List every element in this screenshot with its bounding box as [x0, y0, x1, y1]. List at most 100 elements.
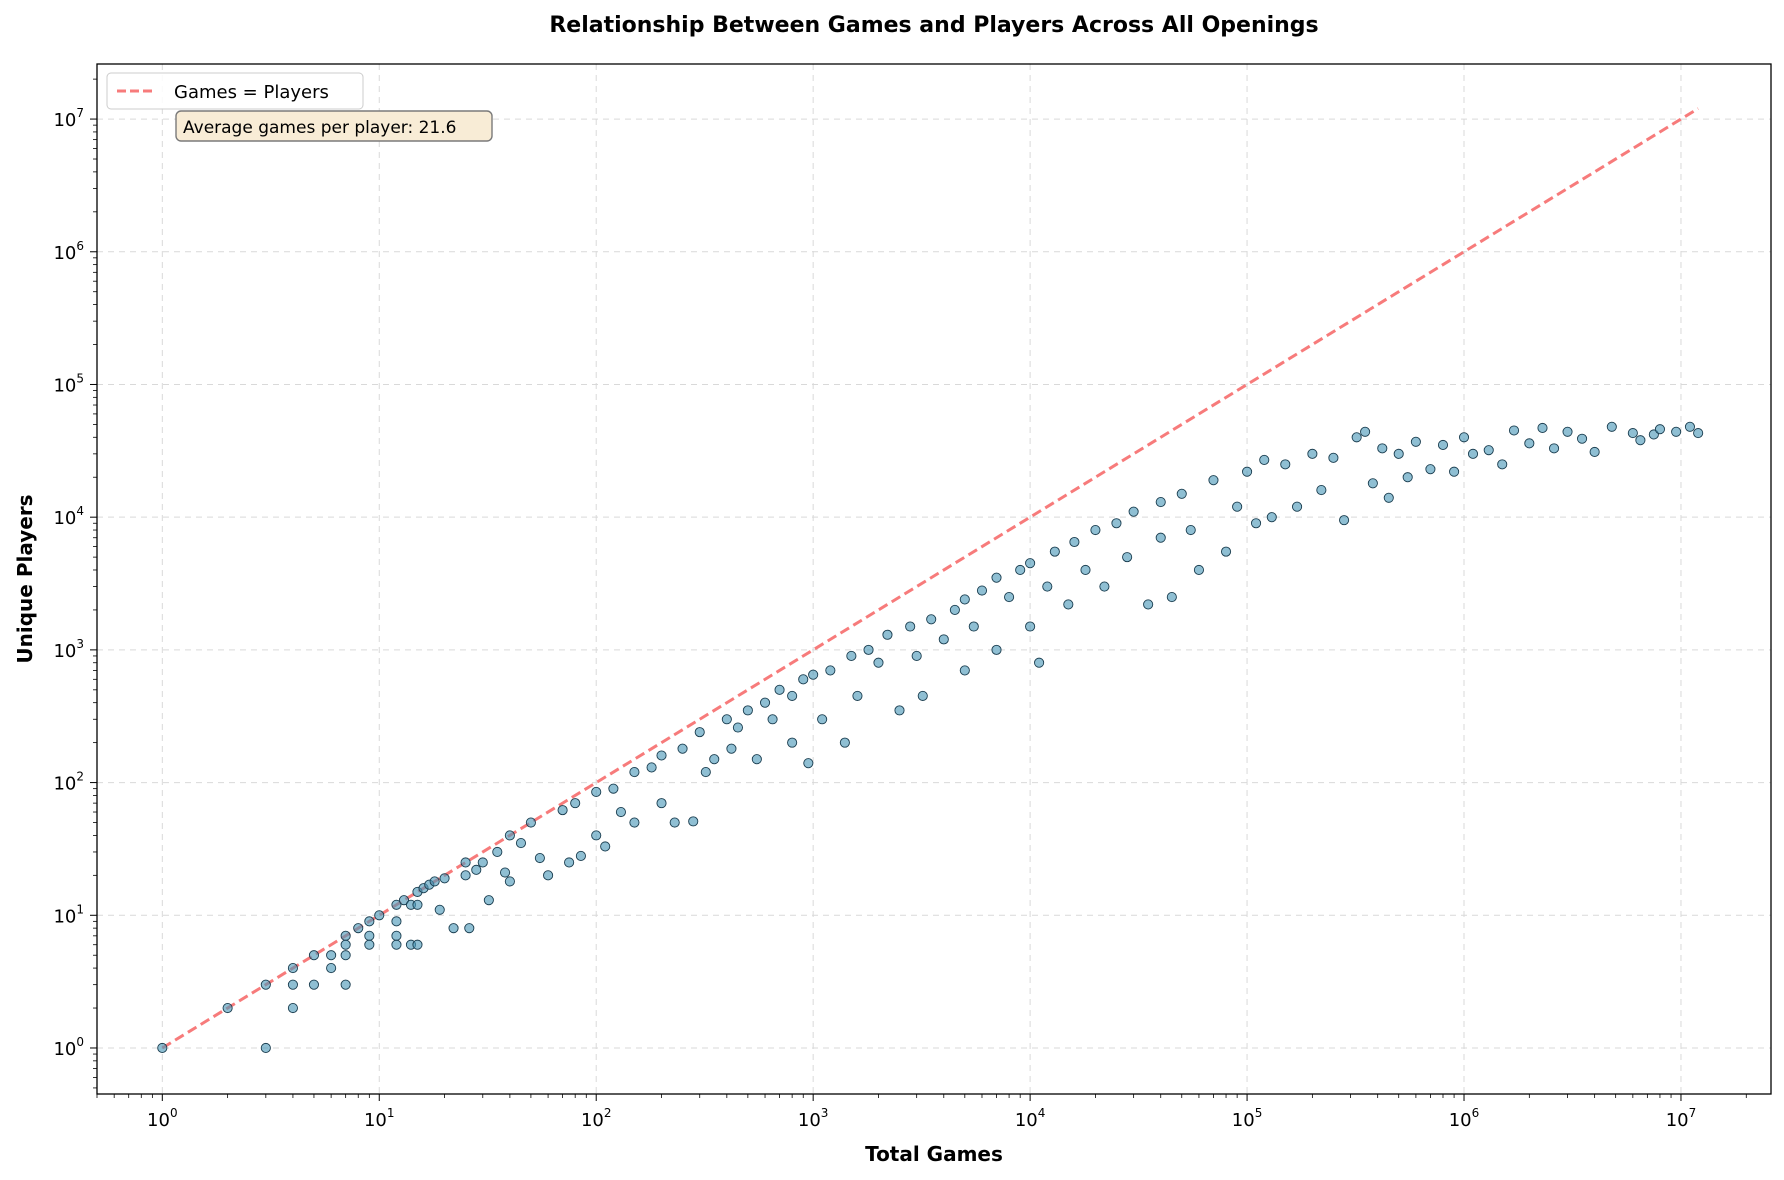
data-point [1497, 459, 1508, 470]
data-point [1069, 536, 1080, 548]
data-point [926, 614, 937, 625]
data-point [991, 644, 1002, 655]
data-point [1425, 464, 1436, 475]
data-point [905, 621, 916, 632]
data-point [1671, 426, 1682, 437]
data-point [839, 737, 850, 748]
data-point [1280, 459, 1291, 470]
data-point [398, 895, 410, 906]
legend-box [106, 72, 364, 110]
data-point [1367, 478, 1378, 489]
data-point [1015, 564, 1026, 576]
x-tick-label: 101 [364, 1106, 395, 1131]
y-tick-labels: 100 101 102 103 104 105 106 107 [53, 106, 84, 1060]
chart-title: Relationship Between Games and Players A… [549, 13, 1318, 38]
data-point [364, 939, 375, 950]
data-point [825, 665, 836, 676]
y-axis-label: Unique Players [13, 494, 37, 663]
data-point [353, 923, 364, 934]
data-point [1143, 599, 1154, 610]
data-point [1635, 435, 1646, 446]
data-point [534, 852, 545, 864]
data-point [340, 939, 351, 950]
data-point [911, 650, 922, 661]
annotation-text: Average games per player: 21.6 [183, 118, 456, 138]
data-point [570, 798, 581, 809]
data-point [615, 806, 626, 818]
data-point [1339, 515, 1350, 526]
y-tick-label: 107 [53, 106, 84, 131]
y-tick-label: 102 [53, 770, 84, 795]
x-tick-label: 104 [1015, 1106, 1046, 1131]
data-point [448, 923, 459, 934]
data-point [1176, 488, 1187, 499]
data-point [1360, 426, 1371, 437]
data-point [412, 939, 423, 950]
data-point [412, 899, 423, 910]
data-point [1351, 432, 1362, 443]
data-point [991, 572, 1002, 583]
data-point [1458, 432, 1470, 443]
x-axis-label: Total Games [865, 1142, 1003, 1166]
data-point [846, 650, 857, 661]
data-point [798, 674, 809, 685]
data-point [721, 714, 732, 725]
data-point [852, 690, 863, 701]
data-point [1393, 448, 1404, 459]
data-point [564, 857, 575, 868]
legend-label: Games = Players [174, 82, 329, 103]
data-point [591, 786, 602, 797]
data-point [726, 743, 737, 754]
data-point [504, 876, 515, 887]
data-point [1316, 485, 1327, 496]
data-point [477, 857, 488, 868]
data-point [1128, 506, 1139, 517]
data-point [525, 817, 536, 828]
axis-ticks [90, 78, 1747, 1101]
data-point [1193, 564, 1204, 576]
data-point [629, 817, 640, 828]
plot-frame [96, 63, 1772, 1095]
data-point [340, 979, 351, 990]
data-point [1437, 439, 1449, 451]
data-point [863, 644, 874, 655]
data-point [1684, 421, 1696, 432]
data-point [460, 857, 471, 868]
data-point [938, 634, 949, 645]
data-point [1266, 512, 1277, 523]
data-point [677, 743, 688, 754]
data-point [557, 805, 568, 816]
data-point [1166, 592, 1177, 603]
data-point [1242, 466, 1253, 477]
data-point [260, 979, 271, 990]
data-point [1537, 422, 1548, 434]
data-point [1025, 621, 1036, 632]
data-point [608, 783, 619, 794]
data-point [742, 705, 753, 716]
data-point [1548, 443, 1560, 454]
data-point [646, 762, 657, 773]
data-point [287, 1002, 298, 1014]
data-point [949, 604, 960, 615]
data-point [817, 714, 828, 725]
data-point [222, 1002, 233, 1014]
data-point [515, 838, 527, 849]
data-point [1111, 518, 1122, 529]
data-point [656, 750, 667, 761]
data-point [1562, 426, 1573, 437]
data-point [1693, 428, 1704, 439]
y-tick-label: 103 [53, 637, 84, 662]
data-point [326, 963, 337, 974]
data-point [364, 916, 375, 927]
data-point [1034, 657, 1045, 668]
y-tick-label: 100 [53, 1035, 84, 1060]
data-point [391, 930, 402, 941]
data-point [575, 850, 586, 861]
data-point [976, 585, 988, 596]
data-point [1090, 524, 1101, 536]
x-tick-label: 103 [798, 1106, 829, 1131]
data-point [1155, 497, 1166, 508]
annotation: Average games per player: 21.6 [175, 110, 493, 142]
data-point [1042, 581, 1053, 592]
